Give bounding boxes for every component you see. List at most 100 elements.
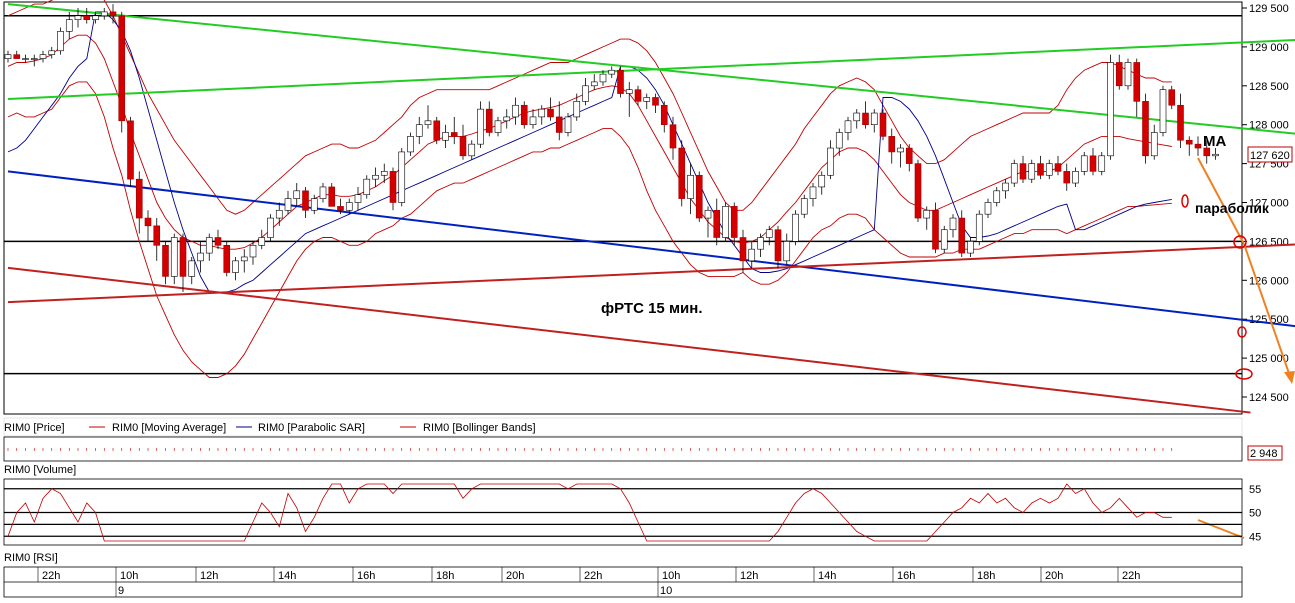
candle-body bbox=[57, 31, 64, 52]
sar-ellipse bbox=[1181, 194, 1189, 208]
price-tick-label: 127 000 bbox=[1249, 198, 1289, 210]
candle-body bbox=[809, 186, 817, 199]
forecast-arrows bbox=[1181, 157, 1295, 539]
candle-body bbox=[65, 19, 73, 32]
price-tick-label: 124 500 bbox=[1249, 392, 1289, 404]
candle-body bbox=[599, 73, 607, 83]
volume-panel-label: RIM0 [Volume] bbox=[4, 464, 76, 476]
candle-body bbox=[214, 237, 222, 246]
candle-body bbox=[555, 116, 563, 133]
candle-body bbox=[660, 104, 668, 126]
candle-body bbox=[800, 198, 808, 215]
candle-body bbox=[590, 81, 598, 87]
candle-body bbox=[1124, 62, 1132, 87]
candle-body bbox=[179, 237, 187, 277]
candle-body bbox=[695, 174, 703, 219]
candle-body bbox=[1019, 163, 1027, 180]
time-tick-label: 16h bbox=[897, 570, 915, 582]
candle-body bbox=[765, 229, 773, 238]
legend-item-ma: RIM0 [Moving Average] bbox=[112, 422, 226, 434]
candle-body bbox=[582, 85, 589, 102]
candle-body bbox=[1185, 139, 1193, 145]
time-tick-label: 16h bbox=[357, 570, 375, 582]
candle-body bbox=[100, 11, 108, 17]
candle-body bbox=[827, 147, 834, 176]
candle-body bbox=[319, 186, 327, 199]
last-price-badge: 127 620 bbox=[1247, 146, 1293, 163]
candle-body bbox=[144, 217, 152, 227]
legend-strip bbox=[3, 417, 1243, 437]
candle-body bbox=[564, 116, 572, 133]
time-tick-label: 14h bbox=[818, 570, 836, 582]
candle-body bbox=[984, 202, 992, 215]
rsi-panel-label: RIM0 [RSI] bbox=[4, 552, 58, 564]
candle-body bbox=[748, 248, 756, 262]
candle-body bbox=[870, 112, 878, 125]
candle-body bbox=[949, 217, 957, 231]
rsi-tick-label: 50 bbox=[1249, 508, 1261, 520]
candle-body bbox=[862, 112, 869, 125]
candle-body bbox=[1010, 163, 1018, 184]
candle-body bbox=[468, 143, 476, 157]
candle-body bbox=[1159, 89, 1167, 133]
time-tick-label: 18h bbox=[436, 570, 454, 582]
candle-body bbox=[389, 171, 397, 203]
candle-body bbox=[1212, 153, 1219, 157]
candle-body bbox=[617, 69, 624, 94]
candle-body bbox=[109, 11, 117, 17]
candle-body bbox=[634, 89, 642, 102]
candle-body bbox=[1133, 62, 1141, 102]
level-ellipse-3 bbox=[1235, 368, 1253, 380]
candle-body bbox=[1072, 171, 1079, 184]
bollinger-upper-line bbox=[7, 0, 1172, 215]
candle-body bbox=[844, 120, 852, 133]
candle-body bbox=[512, 104, 519, 118]
candle-body bbox=[433, 120, 441, 141]
candle-body bbox=[1150, 132, 1158, 157]
candle-body bbox=[337, 206, 344, 211]
trendline-blue bbox=[7, 170, 1295, 328]
candle-body bbox=[1107, 62, 1114, 157]
date-label: 10 bbox=[660, 585, 672, 597]
trendline-green-lower bbox=[7, 39, 1295, 101]
candle-body bbox=[494, 120, 502, 133]
volume-panel bbox=[3, 436, 1243, 462]
candle-body bbox=[975, 213, 983, 242]
candle-body bbox=[153, 225, 161, 246]
candle-body bbox=[739, 237, 747, 262]
candle-body bbox=[249, 244, 257, 258]
candle-body bbox=[625, 89, 633, 94]
parabolic-annotation: параболик bbox=[1195, 200, 1270, 216]
candle-body bbox=[363, 178, 371, 196]
candle-body bbox=[1054, 163, 1062, 172]
forecast-arrow-upper bbox=[1197, 157, 1245, 245]
price-tick-label: 129 000 bbox=[1249, 42, 1289, 54]
candle-body bbox=[459, 136, 467, 157]
candle-body bbox=[170, 237, 178, 277]
candle-body bbox=[687, 174, 694, 199]
candle-body bbox=[267, 217, 274, 238]
time-tick-label: 10h bbox=[120, 570, 138, 582]
candle-body bbox=[407, 136, 414, 153]
candle-body bbox=[1063, 171, 1071, 184]
candle-body bbox=[13, 54, 21, 59]
candle-body bbox=[792, 213, 799, 242]
rsi-tick-label: 45 bbox=[1249, 531, 1261, 543]
candle-body bbox=[302, 190, 309, 211]
candle-body bbox=[547, 108, 554, 118]
candle-body bbox=[424, 120, 432, 125]
candle-body bbox=[1002, 182, 1009, 192]
candle-body bbox=[923, 209, 931, 219]
candle-body bbox=[450, 132, 458, 137]
chart-annotation-title: фРТС 15 мин. bbox=[601, 300, 703, 317]
candle-body bbox=[643, 97, 651, 102]
rsi-line bbox=[7, 483, 1172, 542]
candle-body bbox=[354, 194, 362, 203]
candle-body bbox=[1045, 163, 1053, 176]
candle-body bbox=[188, 260, 196, 277]
candle-body bbox=[905, 147, 913, 164]
rsi-tick-label: 55 bbox=[1249, 484, 1261, 496]
candle-body bbox=[1028, 163, 1036, 180]
candle-body bbox=[573, 101, 581, 118]
time-tick-label: 12h bbox=[200, 570, 218, 582]
